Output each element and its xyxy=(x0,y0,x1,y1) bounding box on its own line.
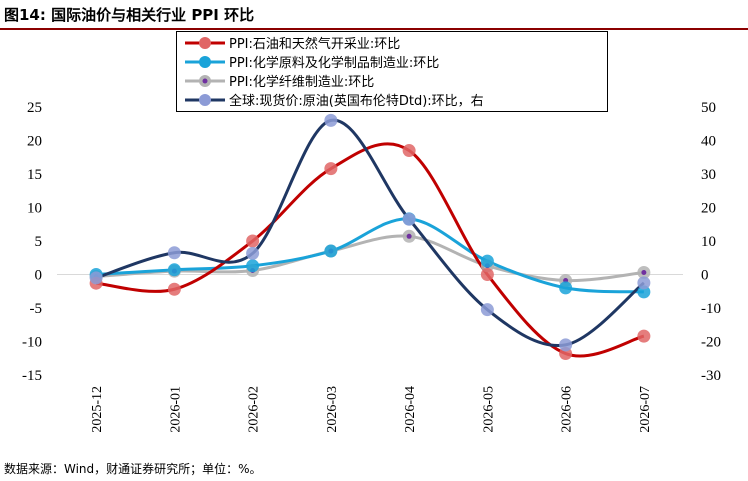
legend-item-oil-gas: PPI:石油和天然气开采业:环比 xyxy=(183,33,601,52)
x-tick-label: 2026-01 xyxy=(168,386,183,433)
legend: PPI:石油和天然气开采业:环比 PPI:化学原料及化学制品制造业:环比 PPI… xyxy=(176,31,608,112)
x-tick-label: 2026-02 xyxy=(247,386,262,433)
y-right-tick-label: -20 xyxy=(701,335,721,351)
legend-swatch-brent xyxy=(185,93,225,106)
y-left-tick-label: -10 xyxy=(22,335,42,351)
legend-swatch-chemical xyxy=(185,55,225,68)
legend-label-chemical: PPI:化学原料及化学制品制造业:环比 xyxy=(229,56,440,71)
y-left-tick-label: 20 xyxy=(27,134,42,150)
axes-layer: 2520151050-5-10-1550403020100-10-20-3020… xyxy=(22,100,721,433)
x-tick-label: 2025-12 xyxy=(90,386,105,433)
series-line-3 xyxy=(95,118,645,348)
legend-swatch-fiber xyxy=(185,74,225,87)
y-left-tick-label: -5 xyxy=(30,301,43,317)
y-right-tick-label: 20 xyxy=(701,201,716,217)
data-point-0 xyxy=(480,268,494,281)
data-point-0 xyxy=(246,234,260,248)
legend-item-brent: 全球:现货价:原油(英国布伦特Dtd):环比，右 xyxy=(183,90,601,109)
data-point-1 xyxy=(637,285,651,299)
data-point-0 xyxy=(167,282,181,296)
data-point-3 xyxy=(637,276,651,290)
series-line-1 xyxy=(96,217,644,294)
data-point-center-2 xyxy=(641,269,647,275)
y-right-tick-label: -30 xyxy=(701,368,721,384)
data-point-3 xyxy=(480,303,494,317)
legend-marker-center xyxy=(202,78,208,83)
figure-source: 数据来源：Wind，财通证券研究所；单位：%。 xyxy=(4,462,262,476)
data-point-1 xyxy=(167,263,181,277)
data-point-3 xyxy=(324,113,338,127)
data-point-1 xyxy=(246,259,260,273)
y-left-tick-label: 5 xyxy=(35,234,43,250)
data-point-3 xyxy=(167,246,181,260)
data-point-0 xyxy=(324,162,338,176)
data-point-0 xyxy=(637,329,651,343)
legend-label-brent: 全球:现货价:原油(英国布伦特Dtd):环比，右 xyxy=(229,94,484,109)
y-left-tick-label: 25 xyxy=(27,100,42,116)
data-point-3 xyxy=(89,271,103,285)
x-tick-label: 2026-03 xyxy=(325,386,340,433)
legend-marker xyxy=(199,93,211,106)
y-right-tick-label: 50 xyxy=(701,100,716,116)
legend-label-fiber: PPI:化学纤维制造业:环比 xyxy=(229,75,375,90)
y-right-tick-label: 0 xyxy=(701,268,709,284)
series-line-2 xyxy=(96,234,645,283)
legend-label-oil-gas: PPI:石油和天然气开采业:环比 xyxy=(229,37,401,52)
y-left-tick-label: 10 xyxy=(27,201,42,217)
data-point-3 xyxy=(402,212,416,226)
legend-item-chemical: PPI:化学原料及化学制品制造业:环比 xyxy=(183,52,601,71)
y-right-tick-label: -10 xyxy=(701,301,721,317)
x-tick-label: 2026-05 xyxy=(481,386,496,433)
legend-marker xyxy=(199,55,211,68)
data-point-1 xyxy=(559,281,573,295)
data-point-center-2 xyxy=(406,233,412,239)
data-point-1 xyxy=(480,254,494,268)
y-right-tick-label: 30 xyxy=(701,167,716,183)
data-point-3 xyxy=(246,246,260,260)
figure-title: 图14: 国际油价与相关行业 PPI 环比 xyxy=(4,6,255,24)
y-left-tick-label: 15 xyxy=(27,167,42,183)
markers-layer xyxy=(89,113,651,361)
x-tick-label: 2026-06 xyxy=(560,386,575,433)
data-point-1 xyxy=(324,244,338,258)
x-tick-label: 2026-04 xyxy=(403,386,418,433)
data-point-0 xyxy=(402,144,416,158)
title-rule xyxy=(0,28,748,30)
lines-layer xyxy=(95,118,645,358)
y-right-tick-label: 10 xyxy=(701,234,716,250)
y-right-tick-label: 40 xyxy=(701,134,716,150)
legend-swatch-oil-gas xyxy=(185,36,225,49)
y-left-tick-label: 0 xyxy=(35,268,43,284)
x-tick-label: 2026-07 xyxy=(638,386,653,433)
legend-marker xyxy=(199,36,211,49)
legend-item-fiber: PPI:化学纤维制造业:环比 xyxy=(183,71,601,90)
data-point-3 xyxy=(559,338,573,352)
y-left-tick-label: -15 xyxy=(22,368,42,384)
